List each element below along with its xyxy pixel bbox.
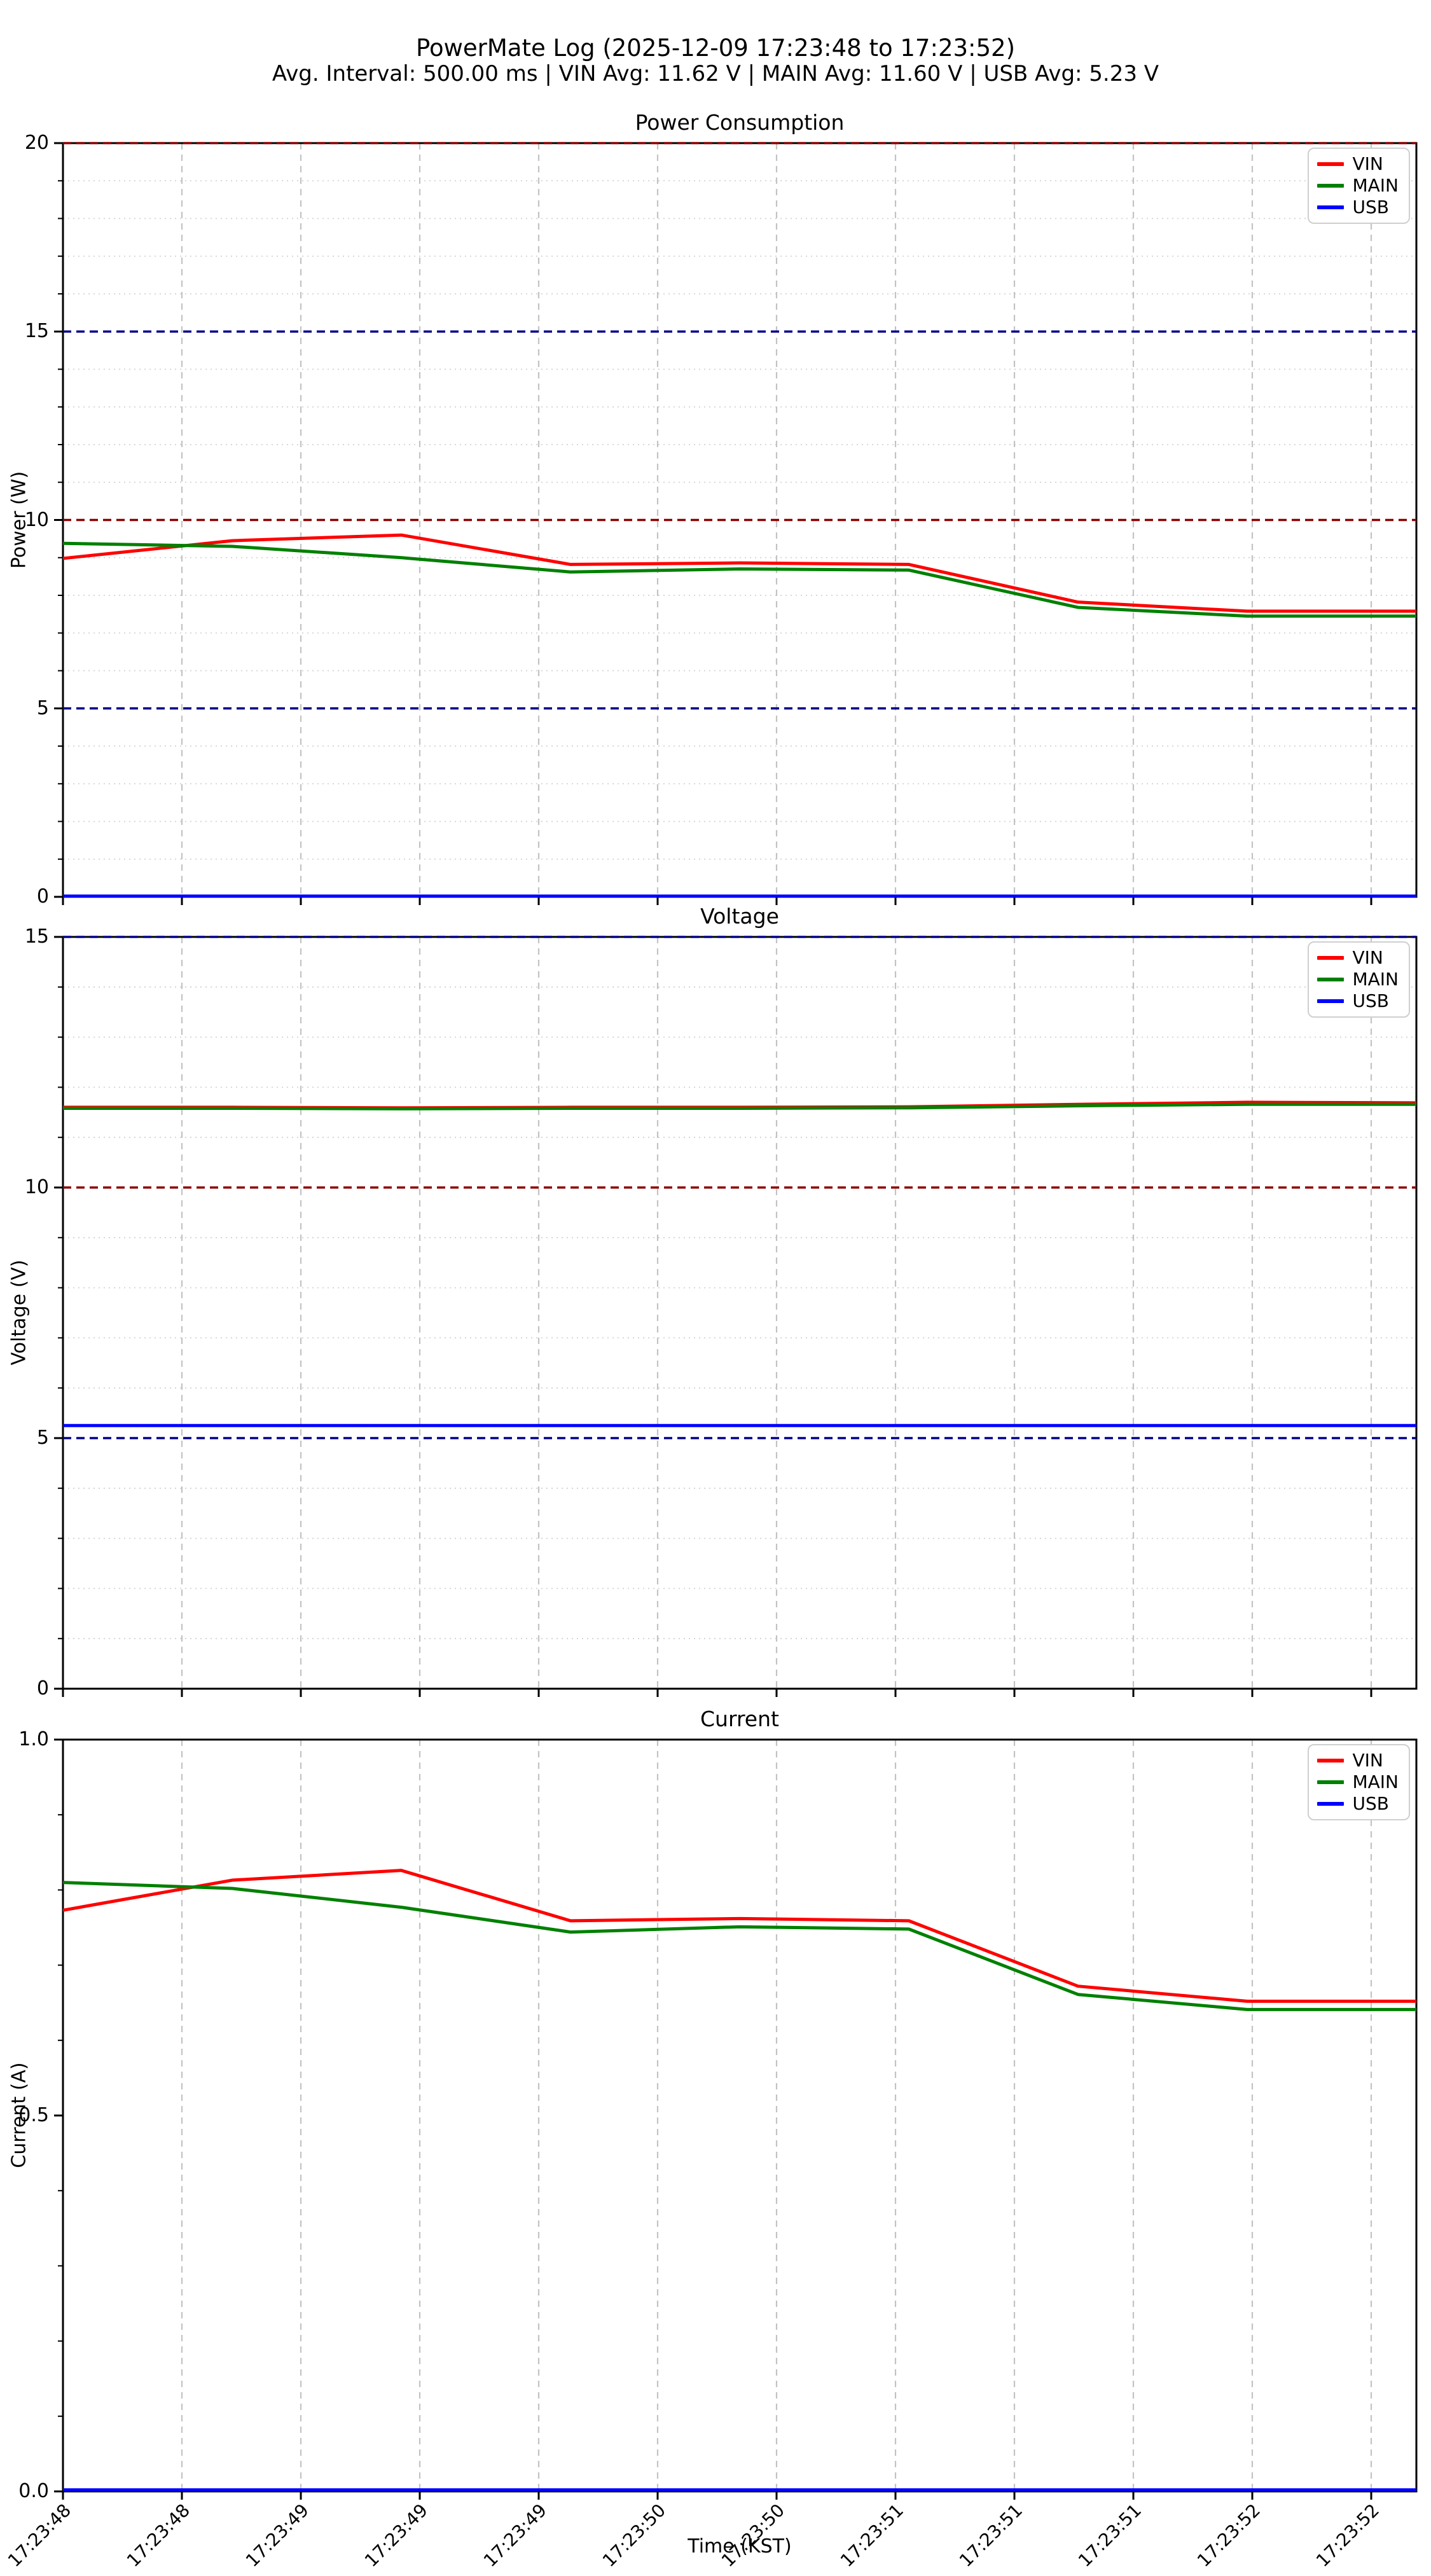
vin-line-swatch bbox=[1317, 956, 1345, 960]
legend-item-vin: VIN bbox=[1317, 155, 1399, 174]
series-line-vin bbox=[62, 533, 1416, 613]
y-tick-label: 1.0 bbox=[18, 1728, 49, 1750]
y-tick-label: 0 bbox=[36, 885, 49, 908]
y-tick-label: 0.0 bbox=[18, 2480, 49, 2502]
axes-spines bbox=[62, 1738, 1418, 2493]
legend-label-usb: USB bbox=[1352, 197, 1389, 218]
ylabel-voltage: Voltage (V) bbox=[8, 1259, 31, 1366]
legend-power: VIN MAIN USB bbox=[1308, 148, 1410, 224]
vin-line-swatch bbox=[1317, 162, 1345, 166]
y-tick-label: 10 bbox=[24, 508, 49, 531]
legend-label-usb: USB bbox=[1352, 1793, 1389, 1814]
legend-label-vin: VIN bbox=[1352, 153, 1383, 174]
series-line-main bbox=[62, 541, 1416, 618]
main-line-swatch bbox=[1317, 1780, 1345, 1784]
legend-item-vin: VIN bbox=[1317, 1751, 1399, 1770]
y-tick-label: 0.5 bbox=[18, 2104, 49, 2126]
legend-label-main: MAIN bbox=[1352, 1771, 1399, 1792]
legend-label-main: MAIN bbox=[1352, 175, 1399, 196]
vin-line-swatch bbox=[1317, 1759, 1345, 1762]
y-tick-label: 15 bbox=[24, 925, 49, 948]
y-tick-label: 5 bbox=[36, 1427, 49, 1449]
legend-label-vin: VIN bbox=[1352, 947, 1383, 968]
y-tick-label: 5 bbox=[36, 696, 49, 719]
legend-item-usb: USB bbox=[1317, 1794, 1399, 1813]
legend-label-vin: VIN bbox=[1352, 1750, 1383, 1771]
series-line-vin bbox=[62, 1869, 1416, 2003]
main-line-swatch bbox=[1317, 184, 1345, 188]
legend-label-usb: USB bbox=[1352, 990, 1389, 1011]
legend-item-main: MAIN bbox=[1317, 1773, 1399, 1792]
chart-title-current: Current bbox=[700, 1707, 779, 1731]
usb-line-swatch bbox=[1317, 205, 1345, 209]
series-line-main bbox=[62, 1881, 1416, 2011]
legend-voltage: VIN MAIN USB bbox=[1308, 941, 1410, 1018]
legend-current: VIN MAIN USB bbox=[1308, 1744, 1410, 1820]
figure-subtitle: Avg. Interval: 500.00 ms | VIN Avg: 11.6… bbox=[272, 61, 1159, 87]
legend-item-usb: USB bbox=[1317, 992, 1399, 1011]
xlabel-time: Time (KST) bbox=[688, 2535, 792, 2558]
usb-line-swatch bbox=[1317, 1802, 1345, 1806]
series-line-main bbox=[63, 1102, 1416, 1111]
legend-item-main: MAIN bbox=[1317, 970, 1399, 989]
chart-title-voltage: Voltage bbox=[700, 904, 779, 929]
y-tick-label: 20 bbox=[24, 132, 49, 154]
usb-line-swatch bbox=[1317, 999, 1345, 1003]
main-line-swatch bbox=[1317, 978, 1345, 981]
y-tick-label: 0 bbox=[36, 1677, 49, 1700]
legend-label-main: MAIN bbox=[1352, 969, 1399, 990]
legend-item-usb: USB bbox=[1317, 198, 1399, 217]
chart-title-power: Power Consumption bbox=[635, 110, 845, 135]
y-tick-label: 15 bbox=[24, 320, 49, 343]
axes-spines bbox=[62, 936, 1418, 1690]
y-tick-label: 10 bbox=[24, 1176, 49, 1198]
legend-item-main: MAIN bbox=[1317, 176, 1399, 195]
legend-item-vin: VIN bbox=[1317, 948, 1399, 967]
figure-title: PowerMate Log (2025-12-09 17:23:48 to 17… bbox=[415, 34, 1016, 62]
